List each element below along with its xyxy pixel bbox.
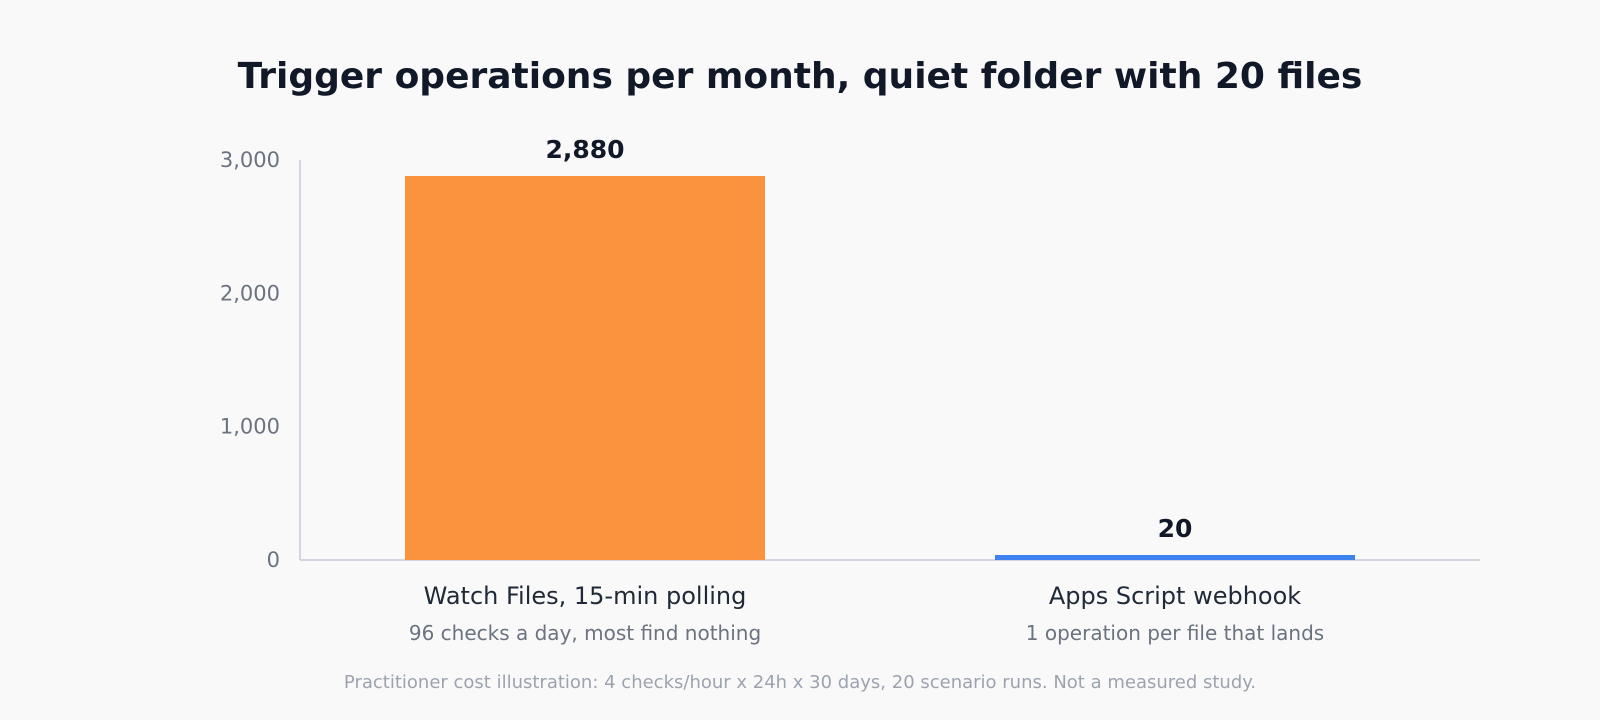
y-tick-label: 3,000 <box>220 148 280 172</box>
bar-value-label: 2,880 <box>545 135 624 164</box>
x-category-label: Watch Files, 15-min polling <box>424 582 747 610</box>
x-category-note: 1 operation per file that lands <box>1026 621 1324 645</box>
bar-value-label: 20 <box>1158 514 1193 543</box>
y-tick-label: 1,000 <box>220 415 280 439</box>
labels-group: 2,880 Watch Files, 15-min polling 96 check… <box>409 135 1324 645</box>
y-tick-label: 0 <box>267 548 280 572</box>
bar <box>405 176 765 560</box>
y-tick-label: 2,000 <box>220 281 280 305</box>
bars-group <box>405 176 1355 560</box>
chart-title: Trigger operations per month, quiet fold… <box>238 56 1363 97</box>
x-category-note: 96 checks a day, most find nothing <box>409 621 761 645</box>
x-category-label: Apps Script webhook <box>1049 582 1301 610</box>
bar <box>995 555 1355 560</box>
y-axis-ticks: 0 1,000 2,000 3,000 <box>220 148 280 572</box>
footnote: Practitioner cost illustration: 4 checks… <box>344 672 1256 693</box>
